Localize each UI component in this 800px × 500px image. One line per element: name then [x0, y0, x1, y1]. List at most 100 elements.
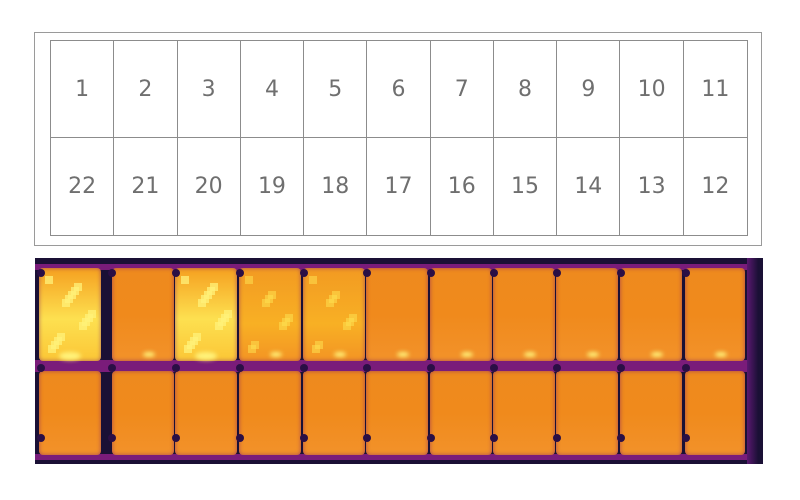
thermal-cell-top-9 [556, 268, 618, 361]
cell-top-10: 10 [620, 41, 684, 138]
thermal-junction-dot [236, 269, 244, 277]
thermal-speckle [79, 322, 87, 330]
thermal-junction-dot [490, 434, 498, 442]
thermal-junction-dot [172, 364, 180, 372]
thermal-speckle [74, 283, 82, 291]
thermal-hotspot [334, 352, 346, 357]
thermal-junction-dot [682, 364, 690, 372]
thermal-speckle [88, 310, 96, 318]
thermal-speckle [265, 295, 273, 303]
thermal-junction-dot [300, 364, 308, 372]
thermal-speckle [251, 341, 259, 349]
thermal-junction-dot [363, 364, 371, 372]
thermal-junction-dot [553, 269, 561, 277]
cell-bottom-6: 17 [367, 138, 431, 235]
thermal-speckle [282, 318, 290, 326]
thermal-junction-dot [553, 434, 561, 442]
thermal-speckle [85, 314, 93, 322]
thermal-junction-dot [490, 269, 498, 277]
thermal-junction-dot [617, 434, 625, 442]
diagram-frame [34, 32, 762, 246]
thermal-hotspot [270, 352, 282, 357]
thermal-cell-bottom-7 [430, 371, 492, 455]
thermal-speckle [54, 337, 62, 345]
cell-bottom-4: 19 [241, 138, 305, 235]
thermal-speckle [221, 314, 229, 322]
thermal-hotspot [587, 352, 599, 357]
cell-top-2: 2 [114, 41, 178, 138]
thermal-junction-dot [363, 269, 371, 277]
thermal-hotspot [195, 352, 217, 360]
thermal-speckle [82, 318, 90, 326]
cell-bottom-9: 14 [557, 138, 621, 235]
thermal-speckle [312, 345, 320, 353]
thermal-speckle [268, 291, 276, 299]
thermal-junction-dot [300, 269, 308, 277]
thermal-junction-dot [427, 269, 435, 277]
thermal-speckle [245, 276, 253, 284]
cell-top-5: 5 [304, 41, 368, 138]
thermal-speckle [198, 299, 206, 307]
thermal-cell-top-8 [493, 268, 555, 361]
thermal-speckle [51, 341, 59, 349]
cell-bottom-1: 22 [51, 138, 115, 235]
thermal-speckle [346, 318, 354, 326]
thermal-speckle [62, 299, 70, 307]
thermal-junction-dot [682, 434, 690, 442]
thermal-cell-top-10 [620, 268, 682, 361]
cell-top-4: 4 [240, 41, 305, 138]
thermal-cell-bottom-11 [685, 371, 745, 455]
thermal-hotspot [143, 352, 155, 357]
thermal-border-strip [35, 454, 763, 460]
thermal-speckle [315, 341, 323, 349]
thermal-junction-dot [37, 364, 45, 372]
thermal-speckle [285, 314, 293, 322]
thermal-junction-dot [427, 434, 435, 442]
thermal-speckle [349, 314, 357, 322]
thermal-border-strip [35, 360, 763, 372]
thermal-cell-bottom-3 [175, 371, 237, 455]
cell-top-9: 9 [557, 41, 621, 138]
cell-bottom-11: 12 [701, 174, 730, 199]
cell-bottom-2: 21 [114, 138, 178, 235]
thermal-speckle [57, 333, 65, 341]
thermal-cell-bottom-5 [303, 371, 365, 455]
thermal-cell-top-7 [430, 268, 492, 361]
thermal-hotspot [461, 352, 473, 357]
thermal-junction-dot [682, 269, 690, 277]
thermal-speckle [45, 276, 53, 284]
thermal-image [35, 258, 763, 464]
thermal-junction-dot [108, 364, 116, 372]
thermal-junction-dot [172, 269, 180, 277]
thermal-cell-bottom-8 [493, 371, 555, 455]
cell-bottom-7: 16 [431, 138, 494, 235]
thermal-speckle [207, 287, 215, 295]
thermal-speckle [343, 322, 351, 330]
cell-top-1: 1 [51, 41, 115, 138]
thermal-speckle [204, 291, 212, 299]
cell-top-7: 7 [430, 41, 494, 138]
thermal-cell-bottom-1 [39, 371, 101, 455]
thermal-speckle [48, 345, 56, 353]
thermal-cell-bottom-2 [112, 371, 174, 455]
thermal-speckle [184, 345, 192, 353]
thermal-speckle [201, 295, 209, 303]
thermal-speckle [224, 310, 232, 318]
thermal-speckle [218, 318, 226, 326]
thermal-speckle [187, 341, 195, 349]
thermal-speckle [68, 291, 76, 299]
thermal-junction-dot [427, 364, 435, 372]
thermal-junction-dot [300, 434, 308, 442]
thermal-hotspot [59, 352, 81, 360]
thermal-speckle [210, 283, 218, 291]
thermal-cell-bottom-6 [366, 371, 428, 455]
thermal-junction-dot [172, 434, 180, 442]
cell-bottom-8: 15 [494, 138, 558, 235]
thermal-hotspot [397, 352, 409, 357]
thermal-cell-top-11 [685, 268, 745, 361]
thermal-junction-dot [108, 434, 116, 442]
cell-top-8: 8 [493, 41, 558, 138]
thermal-cell-bottom-10 [620, 371, 682, 455]
thermal-right-edge [747, 258, 763, 464]
thermal-cell-top-6 [366, 268, 428, 361]
